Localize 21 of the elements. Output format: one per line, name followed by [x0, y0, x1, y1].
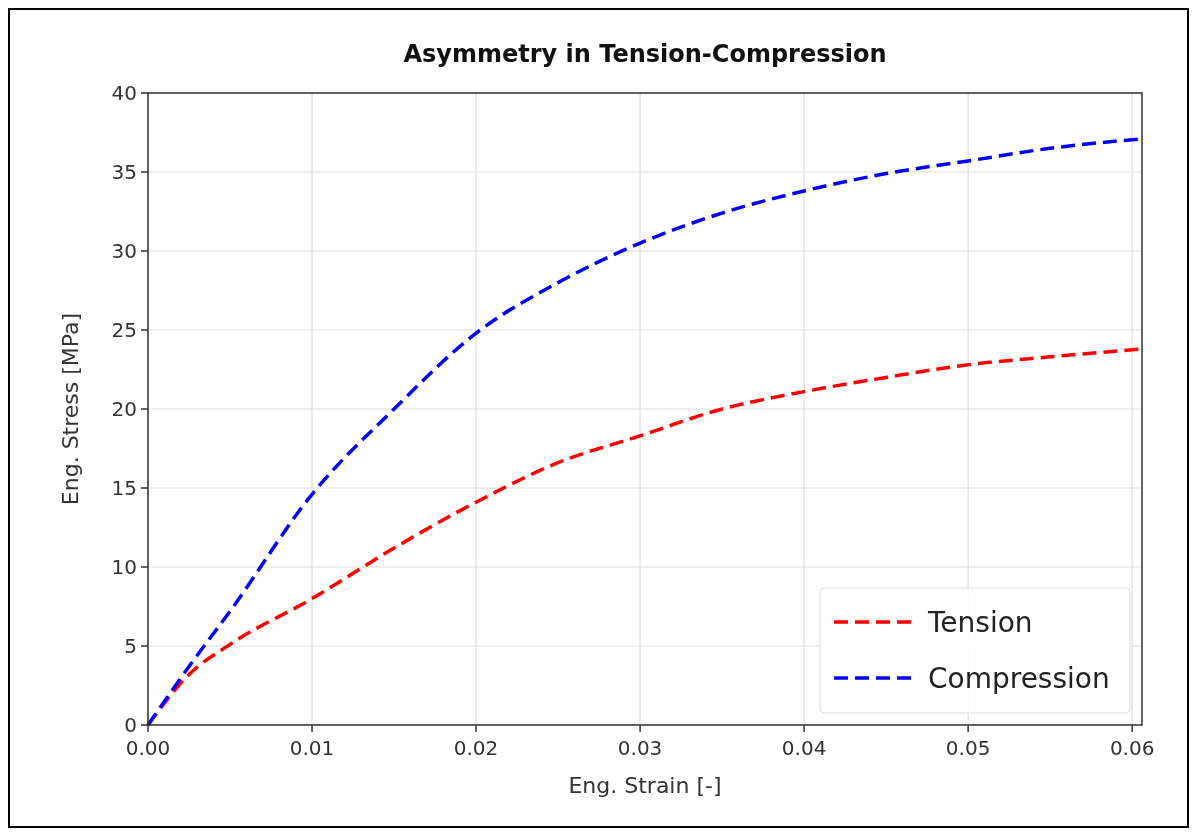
y-tick-label: 30 [111, 239, 137, 263]
chart-title: Asymmetry in Tension-Compression [403, 40, 887, 68]
x-tick-label: 0.05 [945, 736, 991, 760]
y-tick-label: 0 [124, 713, 137, 737]
y-axis-title: Eng. Stress [MPa] [58, 312, 83, 506]
x-tick-label: 0.03 [617, 736, 663, 760]
legend-label: Compression [928, 662, 1110, 695]
y-tick-label: 10 [111, 555, 137, 579]
x-tick-label: 0.01 [289, 736, 335, 760]
y-tick-label: 35 [111, 160, 137, 184]
x-tick-label: 0.02 [453, 736, 499, 760]
y-tick-label: 20 [111, 397, 137, 421]
x-tick-label: 0.06 [1109, 736, 1155, 760]
y-tick-label: 5 [124, 634, 137, 658]
x-tick-label: 0.04 [781, 736, 827, 760]
y-tick-label: 15 [111, 476, 137, 500]
legend-label: Tension [927, 606, 1033, 639]
x-axis-title: Eng. Strain [-] [568, 773, 722, 798]
x-tick-label: 0.00 [125, 736, 171, 760]
y-tick-label: 40 [111, 81, 137, 105]
y-tick-label: 25 [111, 318, 137, 342]
